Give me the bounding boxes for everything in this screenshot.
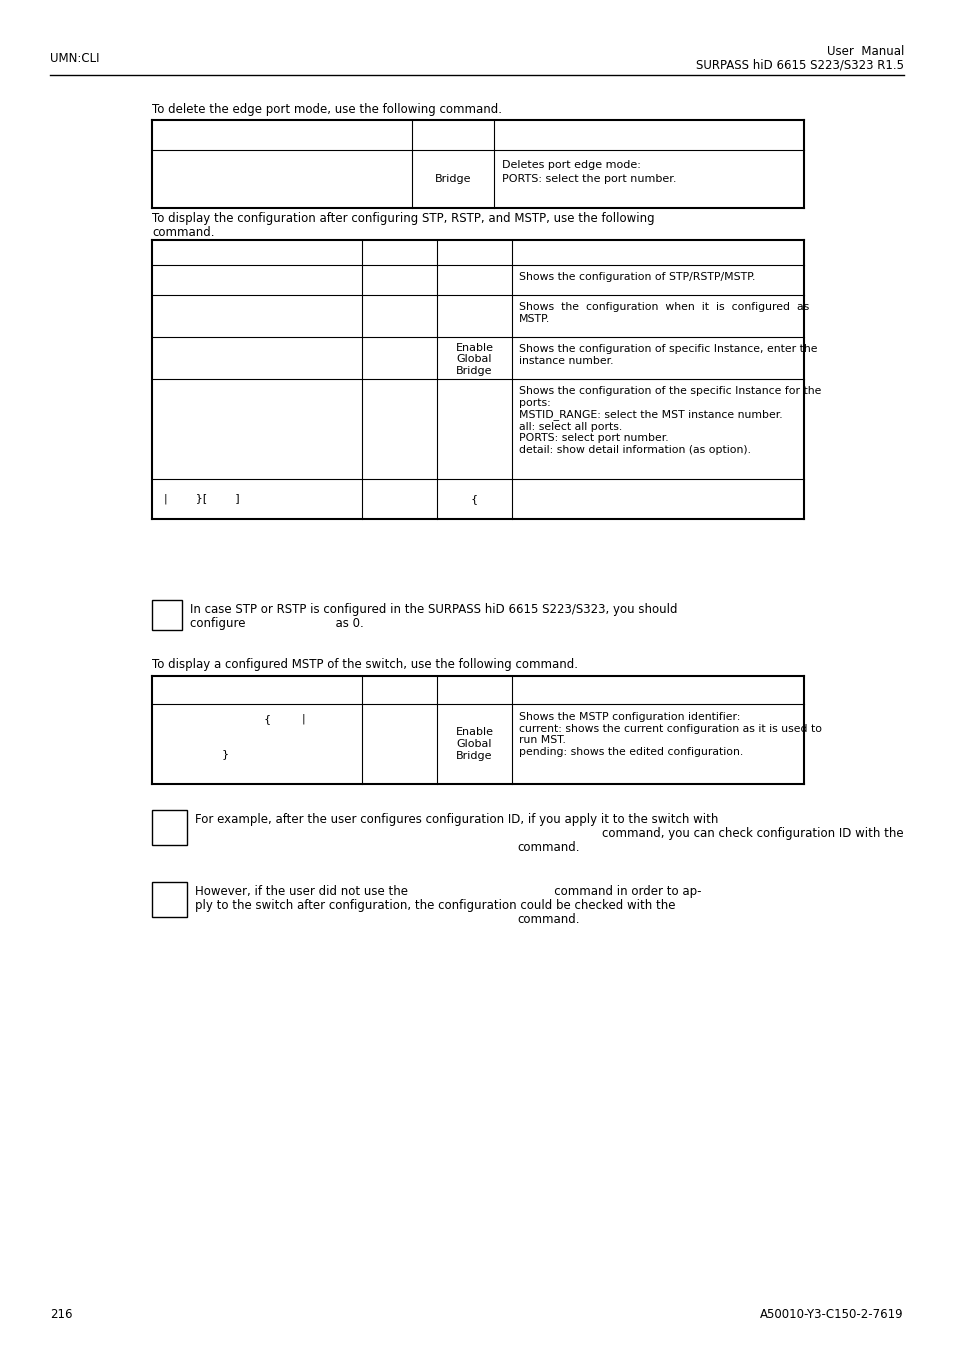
Text: UMN:CLI: UMN:CLI: [50, 53, 99, 65]
Text: configure                        as 0.: configure as 0.: [190, 617, 363, 630]
Text: Enable
Global
Bridge: Enable Global Bridge: [455, 343, 493, 377]
Text: Shows the configuration of STP/RSTP/MSTP.: Shows the configuration of STP/RSTP/MSTP…: [518, 271, 755, 282]
Text: Shows the configuration of specific Instance, enter the
instance number.: Shows the configuration of specific Inst…: [518, 344, 817, 366]
Bar: [152, 599, 182, 630]
Text: Shows the configuration of the specific Instance for the
ports:
MSTID_RANGE: sel: Shows the configuration of the specific …: [518, 386, 821, 455]
Text: For example, after the user configures configuration ID, if you apply it to the : For example, after the user configures c…: [194, 813, 718, 826]
Text: SURPASS hiD 6615 S223/S323 R1.5: SURPASS hiD 6615 S223/S323 R1.5: [696, 59, 903, 72]
Text: }: }: [222, 749, 229, 759]
Text: |: |: [301, 714, 305, 725]
Text: {: {: [471, 494, 477, 504]
Text: To delete the edge port mode, use the following command.: To delete the edge port mode, use the fo…: [152, 103, 501, 116]
Text: command.: command.: [152, 225, 214, 239]
Text: However, if the user did not use the                                       comma: However, if the user did not use the com…: [194, 886, 700, 898]
Text: |        }[        ]: | }[ ]: [164, 494, 239, 505]
Text: 216: 216: [50, 1308, 72, 1322]
Text: command, you can check configuration ID with the: command, you can check configuration ID …: [601, 828, 903, 840]
Text: Deletes port edge mode:: Deletes port edge mode:: [501, 161, 640, 170]
Text: In case STP or RSTP is configured in the SURPASS hiD 6615 S223/S323, you should: In case STP or RSTP is configured in the…: [190, 603, 677, 616]
Bar: [152, 810, 187, 845]
Text: ply to the switch after configuration, the configuration could be checked with t: ply to the switch after configuration, t…: [194, 899, 675, 913]
Text: Shows the MSTP configuration identifier:
current: shows the current configuratio: Shows the MSTP configuration identifier:…: [518, 711, 821, 757]
Text: Bridge: Bridge: [435, 174, 471, 184]
Text: To display a configured MSTP of the switch, use the following command.: To display a configured MSTP of the swit…: [152, 657, 578, 671]
Text: Shows  the  configuration  when  it  is  configured  as
MSTP.: Shows the configuration when it is confi…: [518, 302, 808, 324]
Text: command.: command.: [517, 913, 579, 926]
Text: To display the configuration after configuring STP, RSTP, and MSTP, use the foll: To display the configuration after confi…: [152, 212, 654, 225]
Text: A50010-Y3-C150-2-7619: A50010-Y3-C150-2-7619: [760, 1308, 903, 1322]
Text: User  Manual: User Manual: [825, 45, 903, 58]
Text: {: {: [264, 714, 271, 724]
Text: Enable
Global
Bridge: Enable Global Bridge: [455, 728, 493, 760]
Text: PORTS: select the port number.: PORTS: select the port number.: [501, 174, 676, 184]
Text: command.: command.: [517, 841, 579, 855]
Bar: [152, 882, 187, 917]
